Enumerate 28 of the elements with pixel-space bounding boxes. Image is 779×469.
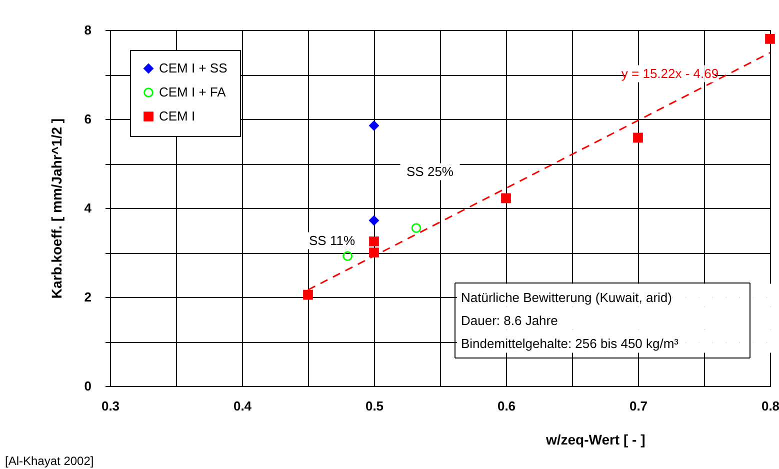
y-tick-label: 8 [84, 22, 92, 38]
point [342, 251, 353, 261]
point [369, 248, 379, 258]
point [369, 236, 379, 246]
legend-label: CEM I + SS [159, 60, 228, 76]
point [369, 120, 379, 131]
legend-label: CEM I [159, 108, 196, 124]
point [303, 290, 313, 300]
point [765, 34, 775, 44]
text: [Al-Khayat 2002] [5, 454, 94, 468]
x-tick-label: 0.3 [101, 398, 120, 414]
y-axis-title: Karb.koeff. [ mm/Jahr^1/2 ] [48, 118, 64, 299]
x-tick-label: 0.4 [233, 398, 252, 414]
point [411, 223, 422, 233]
y-tick-label: 6 [84, 112, 92, 126]
x-tick-label: 0.8 [761, 398, 779, 414]
point [633, 132, 643, 143]
y-tick-label: 4 [84, 200, 92, 216]
x-tick-label: 0.7 [629, 398, 648, 414]
y-tick-label: 0 [84, 378, 92, 394]
y-tick-label: 2 [84, 290, 92, 304]
legend-label: CEM I + FA [159, 84, 226, 100]
annotation: SS 11% [308, 233, 356, 248]
x-tick-label: 0.5 [365, 398, 384, 414]
point [369, 216, 379, 226]
point [501, 193, 511, 204]
x-axis-title: w/zeq-Wert [ - ] [544, 432, 646, 448]
x-tick-label: 0.6 [497, 398, 516, 414]
